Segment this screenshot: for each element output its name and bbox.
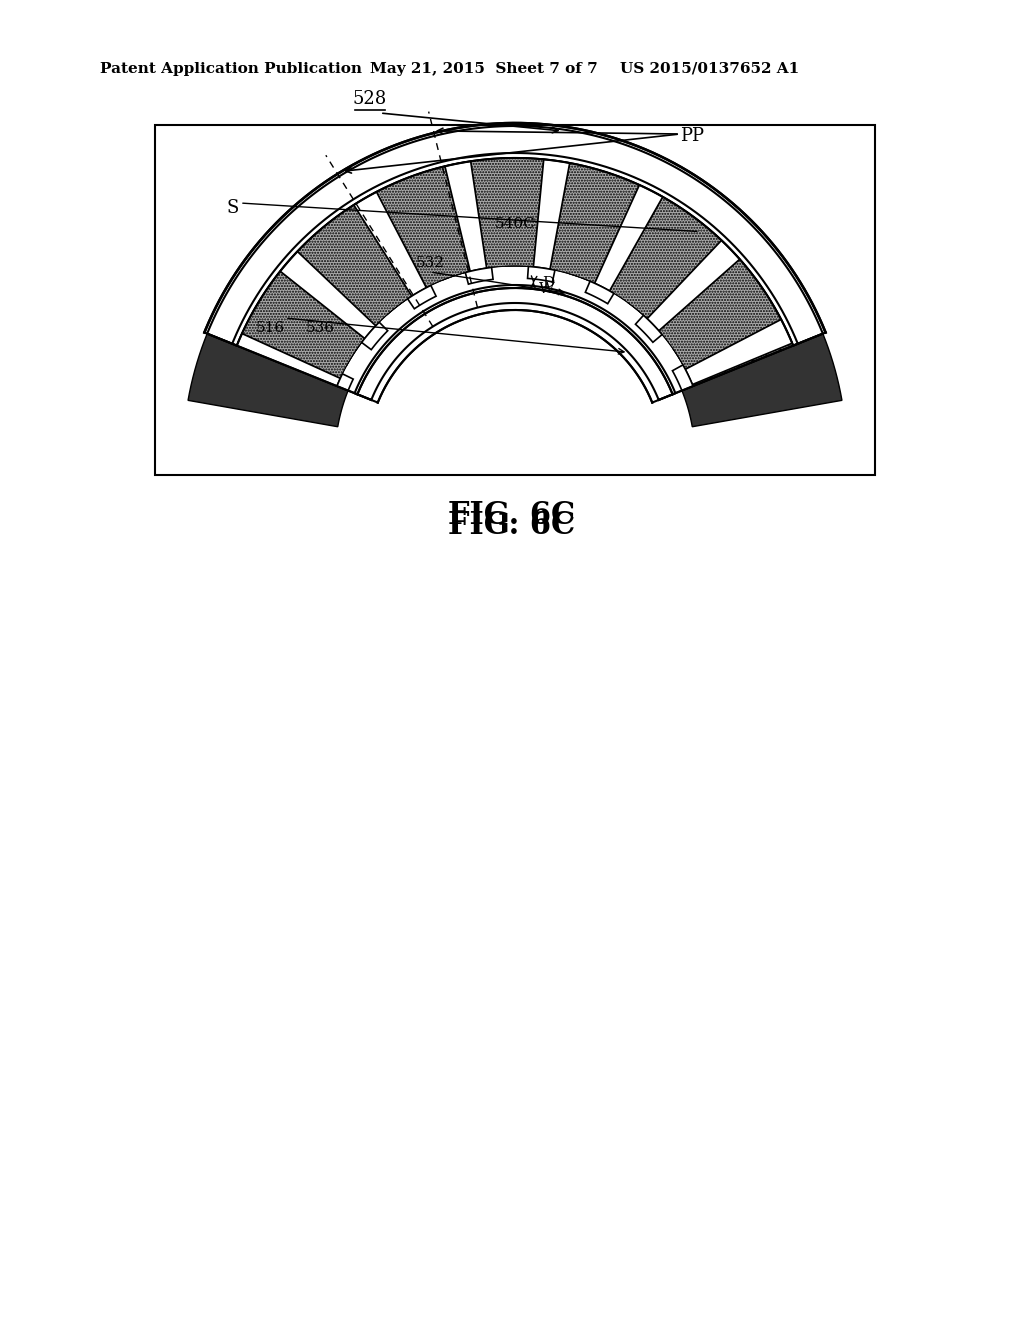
- Polygon shape: [315, 195, 422, 314]
- Polygon shape: [354, 285, 676, 400]
- Polygon shape: [682, 334, 842, 426]
- Polygon shape: [673, 288, 794, 385]
- Text: S: S: [226, 199, 240, 216]
- Polygon shape: [297, 205, 412, 326]
- Polygon shape: [534, 160, 569, 269]
- Polygon shape: [445, 161, 486, 272]
- Bar: [155, 125, 874, 475]
- Polygon shape: [647, 240, 739, 331]
- Polygon shape: [586, 281, 613, 304]
- Text: May 21, 2015  Sheet 7 of 7: May 21, 2015 Sheet 7 of 7: [370, 62, 598, 77]
- Polygon shape: [636, 315, 663, 342]
- Polygon shape: [658, 259, 781, 370]
- Polygon shape: [609, 197, 722, 318]
- Polygon shape: [188, 334, 348, 426]
- Polygon shape: [337, 374, 353, 391]
- Text: D: D: [542, 276, 554, 290]
- Polygon shape: [465, 268, 494, 284]
- Text: FIG. 6C: FIG. 6C: [449, 500, 575, 531]
- Polygon shape: [550, 164, 639, 284]
- Polygon shape: [361, 322, 388, 350]
- Text: US 2015/0137652 A1: US 2015/0137652 A1: [620, 62, 800, 77]
- Polygon shape: [569, 170, 662, 290]
- Text: 528: 528: [353, 90, 387, 108]
- Text: PP: PP: [680, 127, 705, 145]
- Text: Patent Application Publication: Patent Application Publication: [100, 62, 362, 77]
- Polygon shape: [628, 215, 740, 331]
- Text: W: W: [539, 282, 555, 296]
- Polygon shape: [471, 158, 544, 268]
- Polygon shape: [408, 285, 436, 309]
- Polygon shape: [673, 364, 693, 391]
- Text: 532: 532: [416, 256, 444, 271]
- Polygon shape: [237, 334, 340, 385]
- Text: 536: 536: [305, 321, 335, 335]
- Polygon shape: [354, 191, 426, 296]
- Text: 516: 516: [255, 321, 285, 335]
- Polygon shape: [595, 185, 663, 290]
- Polygon shape: [527, 267, 555, 282]
- Polygon shape: [207, 125, 823, 346]
- Polygon shape: [242, 271, 365, 379]
- Polygon shape: [281, 252, 376, 338]
- Text: 540C: 540C: [495, 216, 536, 231]
- Polygon shape: [252, 260, 371, 366]
- Polygon shape: [377, 166, 470, 288]
- Polygon shape: [401, 162, 482, 280]
- Polygon shape: [685, 319, 793, 384]
- Polygon shape: [500, 158, 565, 269]
- Text: FIG. 6C: FIG. 6C: [449, 510, 575, 541]
